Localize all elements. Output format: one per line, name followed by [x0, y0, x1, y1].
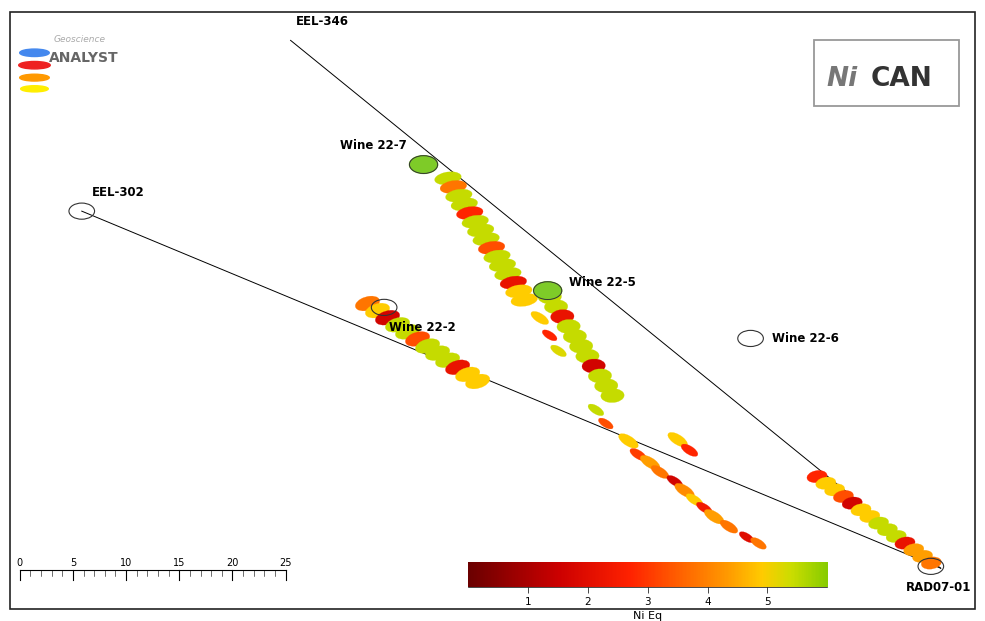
Ellipse shape: [455, 367, 480, 382]
Ellipse shape: [751, 538, 766, 549]
Ellipse shape: [720, 520, 738, 533]
Ellipse shape: [505, 285, 532, 297]
Text: 10: 10: [120, 558, 132, 568]
Text: 15: 15: [173, 558, 185, 568]
Ellipse shape: [21, 86, 48, 92]
Ellipse shape: [542, 330, 558, 341]
Ellipse shape: [456, 207, 483, 219]
Ellipse shape: [484, 250, 510, 263]
Ellipse shape: [365, 303, 390, 318]
Text: RAD07-01: RAD07-01: [906, 581, 971, 594]
Ellipse shape: [588, 404, 604, 415]
Ellipse shape: [462, 215, 489, 228]
Ellipse shape: [681, 444, 698, 456]
Ellipse shape: [531, 311, 549, 325]
Ellipse shape: [739, 532, 755, 543]
Ellipse shape: [921, 557, 942, 569]
Ellipse shape: [668, 432, 688, 447]
Ellipse shape: [466, 374, 490, 389]
Ellipse shape: [582, 359, 606, 373]
Ellipse shape: [651, 465, 669, 479]
Ellipse shape: [619, 433, 638, 448]
Ellipse shape: [807, 470, 827, 483]
Ellipse shape: [500, 276, 527, 289]
Ellipse shape: [557, 319, 580, 333]
Ellipse shape: [19, 61, 50, 69]
Text: 5: 5: [70, 558, 76, 568]
Ellipse shape: [406, 332, 429, 347]
Ellipse shape: [851, 504, 871, 516]
Ellipse shape: [473, 233, 499, 245]
Ellipse shape: [511, 294, 538, 306]
Circle shape: [534, 282, 561, 299]
Ellipse shape: [538, 290, 561, 304]
Ellipse shape: [435, 353, 460, 368]
Ellipse shape: [356, 296, 379, 311]
Ellipse shape: [494, 268, 521, 280]
Ellipse shape: [601, 389, 624, 402]
Ellipse shape: [824, 484, 845, 496]
Text: Wine 22-5: Wine 22-5: [569, 276, 636, 289]
Ellipse shape: [451, 198, 478, 211]
Ellipse shape: [551, 310, 574, 324]
Text: EEL-346: EEL-346: [296, 15, 349, 28]
Text: CAN: CAN: [871, 66, 933, 92]
Ellipse shape: [445, 189, 472, 202]
Text: Wine 22-6: Wine 22-6: [772, 332, 839, 345]
Text: Wine 22-7: Wine 22-7: [340, 139, 407, 152]
Ellipse shape: [675, 483, 694, 498]
Ellipse shape: [575, 349, 599, 363]
Ellipse shape: [426, 346, 450, 361]
Ellipse shape: [640, 455, 660, 470]
Ellipse shape: [816, 477, 836, 489]
Ellipse shape: [395, 324, 420, 339]
Text: EEL-302: EEL-302: [92, 186, 145, 199]
Ellipse shape: [385, 317, 410, 332]
Ellipse shape: [704, 509, 724, 524]
Text: 0: 0: [17, 558, 23, 568]
Ellipse shape: [20, 74, 49, 81]
Ellipse shape: [686, 494, 703, 506]
Ellipse shape: [588, 369, 612, 383]
Text: 20: 20: [227, 558, 238, 568]
Ellipse shape: [569, 339, 593, 353]
Ellipse shape: [551, 345, 566, 356]
Ellipse shape: [894, 537, 915, 549]
Ellipse shape: [869, 517, 888, 529]
Text: Geoscience: Geoscience: [53, 35, 105, 44]
Text: 25: 25: [280, 558, 292, 568]
Ellipse shape: [445, 360, 470, 374]
FancyBboxPatch shape: [10, 12, 975, 609]
Ellipse shape: [440, 181, 467, 193]
Text: ANALYST: ANALYST: [49, 51, 119, 65]
Ellipse shape: [375, 310, 400, 325]
Ellipse shape: [479, 242, 505, 254]
Ellipse shape: [912, 550, 933, 563]
Ellipse shape: [860, 510, 880, 523]
Ellipse shape: [416, 338, 439, 353]
Ellipse shape: [903, 543, 924, 556]
Ellipse shape: [545, 300, 567, 314]
Text: Ni: Ni: [826, 66, 858, 92]
Ellipse shape: [696, 502, 712, 514]
Ellipse shape: [598, 418, 614, 429]
Ellipse shape: [878, 524, 897, 536]
Ellipse shape: [842, 497, 862, 509]
Circle shape: [410, 156, 437, 173]
Ellipse shape: [629, 448, 647, 461]
X-axis label: Ni Eq: Ni Eq: [633, 612, 662, 621]
Ellipse shape: [563, 329, 587, 343]
FancyBboxPatch shape: [814, 40, 959, 106]
Ellipse shape: [886, 530, 906, 543]
Ellipse shape: [595, 379, 618, 392]
Ellipse shape: [667, 476, 683, 487]
Text: Wine 22-2: Wine 22-2: [389, 321, 456, 334]
Ellipse shape: [467, 224, 493, 237]
Ellipse shape: [833, 491, 854, 502]
Ellipse shape: [20, 49, 49, 57]
Ellipse shape: [434, 172, 461, 184]
Ellipse shape: [490, 259, 516, 271]
